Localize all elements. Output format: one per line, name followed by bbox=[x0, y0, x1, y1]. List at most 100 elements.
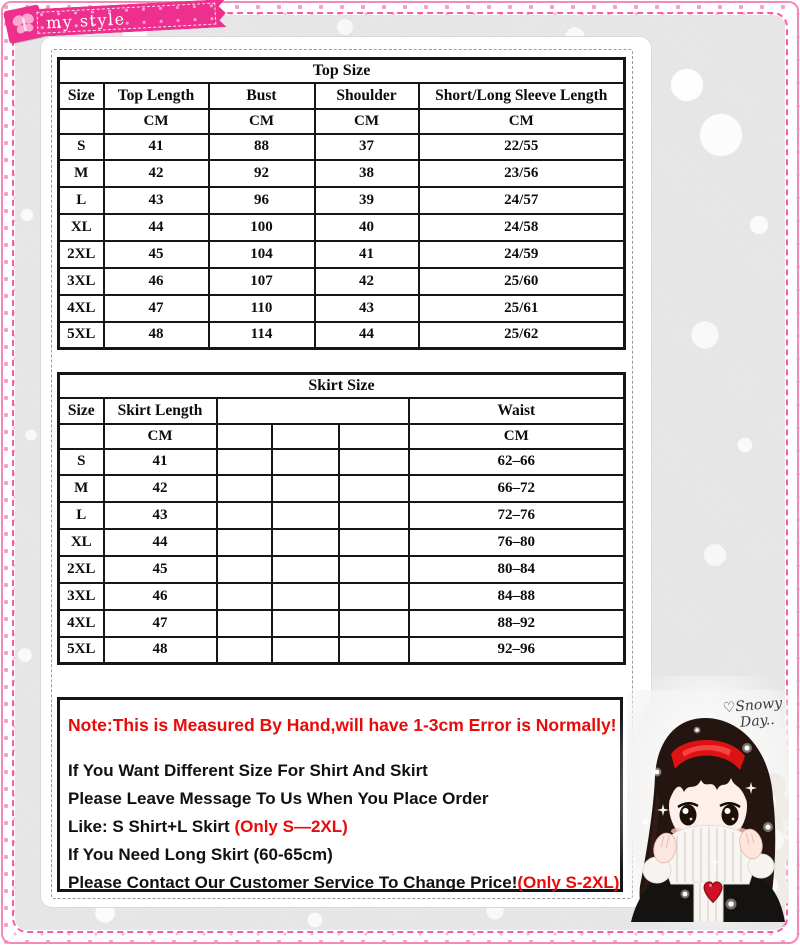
measurement-cell bbox=[337, 528, 410, 558]
unit-cell bbox=[57, 422, 105, 450]
notes-box: Note:This is Measured By Hand,will have … bbox=[57, 697, 623, 892]
measurement-cell: 44 bbox=[102, 213, 210, 243]
measurement-cell: 43 bbox=[102, 186, 210, 216]
size-label-cell: M bbox=[57, 159, 105, 189]
column-header: Short/Long Sleeve Length bbox=[417, 81, 626, 110]
measurement-cell bbox=[215, 581, 273, 611]
note-text-red: (Only S—2XL) bbox=[234, 817, 348, 836]
table-title: Top Size bbox=[57, 57, 626, 84]
note-text: Please Contact Our Customer Service To C… bbox=[68, 873, 518, 892]
unit-cell bbox=[215, 422, 273, 450]
measurement-cell: 114 bbox=[207, 320, 316, 350]
measurement-cell: 92 bbox=[207, 159, 316, 189]
heart-pendant bbox=[703, 881, 723, 904]
ribbon-tag bbox=[3, 4, 46, 44]
size-label-cell: L bbox=[57, 501, 105, 531]
unit-cell: CM bbox=[102, 422, 218, 450]
measurement-cell: 39 bbox=[313, 186, 420, 216]
table-row: 5XL 48 92–96 bbox=[57, 635, 626, 665]
unit-cell bbox=[57, 107, 105, 135]
measurement-cell: 40 bbox=[313, 213, 420, 243]
measurement-cell: 45 bbox=[102, 240, 210, 269]
table-row: 3XL 46 84–88 bbox=[57, 581, 626, 611]
measurement-cell: 24/57 bbox=[417, 186, 626, 216]
measurement-cell: 44 bbox=[313, 320, 420, 350]
measurement-cell bbox=[270, 474, 340, 504]
measurement-cell bbox=[215, 447, 273, 477]
unit-cell: CM bbox=[417, 107, 626, 135]
table-row: S 41 88 37 22/55 bbox=[57, 132, 626, 162]
bangs bbox=[668, 750, 748, 802]
measurement-cell: 46 bbox=[102, 266, 210, 296]
measurement-warning: Note:This is Measured By Hand,will have … bbox=[68, 715, 617, 735]
measurement-cell bbox=[337, 581, 410, 611]
table-row: 4XL 47 88–92 bbox=[57, 608, 626, 638]
ribbon-band: my style bbox=[33, 0, 226, 37]
measurement-cell bbox=[270, 528, 340, 558]
measurement-cell: 76–80 bbox=[407, 528, 626, 558]
measurement-cell: 45 bbox=[102, 555, 218, 584]
measurement-cell bbox=[270, 635, 340, 665]
size-label-cell: 3XL bbox=[57, 266, 105, 296]
size-label-cell: M bbox=[57, 474, 105, 504]
table-row: L 43 96 39 24/57 bbox=[57, 186, 626, 216]
note-text: If You Want Different Size For Shirt And… bbox=[68, 761, 428, 780]
note-line: Please Leave Message To Us When You Plac… bbox=[68, 789, 488, 809]
unit-cell: CM bbox=[407, 422, 626, 450]
column-header: Bust bbox=[207, 81, 316, 110]
measurement-cell: 88 bbox=[207, 132, 316, 162]
table-unit-row: CM CM bbox=[57, 422, 626, 450]
measurement-cell: 22/55 bbox=[417, 132, 626, 162]
table-row: 5XL 48 114 44 25/62 bbox=[57, 320, 626, 350]
measurement-cell: 42 bbox=[102, 474, 218, 504]
measurement-cell bbox=[215, 608, 273, 638]
measurement-cell: 100 bbox=[207, 213, 316, 243]
measurement-cell: 43 bbox=[102, 501, 218, 531]
table-row: 2XL 45 104 41 24/59 bbox=[57, 240, 626, 269]
measurement-cell: 80–84 bbox=[407, 555, 626, 584]
table-header-row: Size Top Length Bust Shoulder Short/Long Sle… bbox=[57, 81, 626, 110]
note-line: Please Contact Our Customer Service To C… bbox=[68, 873, 619, 893]
measurement-cell: 66–72 bbox=[407, 474, 626, 504]
measurement-cell bbox=[215, 474, 273, 504]
measurement-cell: 62–66 bbox=[407, 447, 626, 477]
size-label-cell: 3XL bbox=[57, 581, 105, 611]
unit-cell: CM bbox=[313, 107, 420, 135]
table-row: S 41 62–66 bbox=[57, 447, 626, 477]
size-label-cell: 5XL bbox=[57, 320, 105, 350]
table-row: 3XL 46 107 42 25/60 bbox=[57, 266, 626, 296]
measurement-cell: 23/56 bbox=[417, 159, 626, 189]
measurement-cell: 46 bbox=[102, 581, 218, 611]
table-row: 4XL 47 110 43 25/61 bbox=[57, 293, 626, 323]
measurement-cell bbox=[215, 635, 273, 665]
column-header: Top Length bbox=[102, 81, 210, 110]
measurement-cell bbox=[270, 501, 340, 531]
measurement-cell: 24/59 bbox=[417, 240, 626, 269]
measurement-cell bbox=[270, 608, 340, 638]
measurement-cell: 88–92 bbox=[407, 608, 626, 638]
size-label-cell: 4XL bbox=[57, 608, 105, 638]
measurement-cell: 48 bbox=[102, 635, 218, 665]
measurement-cell: 110 bbox=[207, 293, 316, 323]
size-label-cell: 2XL bbox=[57, 555, 105, 584]
measurement-cell: 25/61 bbox=[417, 293, 626, 323]
snowy-day-line2: Day.. bbox=[738, 712, 775, 731]
measurement-cell: 92–96 bbox=[407, 635, 626, 665]
note-line: Like: S Shirt+L Skirt (Only S—2XL) bbox=[68, 817, 348, 837]
measurement-cell bbox=[337, 447, 410, 477]
table-title: Skirt Size bbox=[57, 372, 626, 399]
table-row: 2XL 45 80–84 bbox=[57, 555, 626, 584]
measurement-cell: 37 bbox=[313, 132, 420, 162]
measurement-cell: 72–76 bbox=[407, 501, 626, 531]
size-label-cell: S bbox=[57, 447, 105, 477]
my-style-ribbon: my style bbox=[3, 0, 249, 49]
unit-cell bbox=[270, 422, 340, 450]
measurement-cell bbox=[337, 555, 410, 584]
table-row: M 42 66–72 bbox=[57, 474, 626, 504]
note-line: If You Want Different Size For Shirt And… bbox=[68, 761, 428, 781]
size-label-cell: XL bbox=[57, 213, 105, 243]
table-row: XL 44 76–80 bbox=[57, 528, 626, 558]
measurement-cell bbox=[337, 501, 410, 531]
measurement-cell: 47 bbox=[102, 293, 210, 323]
